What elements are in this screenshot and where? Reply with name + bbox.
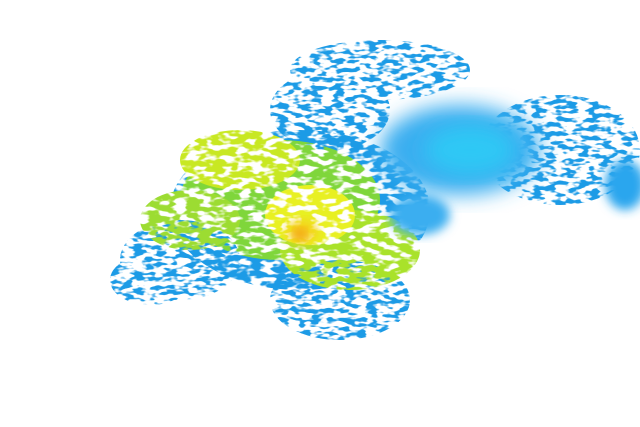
heavy-cell [286, 220, 318, 244]
stratiform-core [380, 105, 640, 235]
mixed-echoes [140, 130, 430, 290]
